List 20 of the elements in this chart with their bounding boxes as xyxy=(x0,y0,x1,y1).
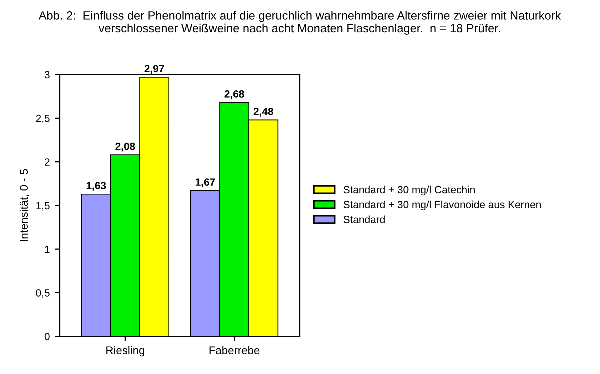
legend-label: Standard + 30 mg/l Flavonoide aus Kernen xyxy=(344,200,541,211)
y-tick-label: 1 xyxy=(45,246,50,254)
y-tick-label: 2 xyxy=(45,158,50,166)
y-tick-label: 0 xyxy=(44,333,50,340)
x-tick-label: Faberrebe xyxy=(210,346,260,354)
data-label: 1,63 xyxy=(86,182,106,192)
data-label: 2,68 xyxy=(224,90,244,100)
y-tick-label: 2,5 xyxy=(36,114,50,124)
data-label: 1,67 xyxy=(196,178,216,188)
legend-label: Standard + 30 mg/l Catechin xyxy=(344,186,475,196)
y-tick-label: 0,5 xyxy=(36,289,50,298)
data-label: 2,48 xyxy=(254,108,274,117)
data-label: 2,97 xyxy=(144,65,164,74)
chart-title: Abb. 2: Einfluss der Phenolmatrix auf die geruchlich wahrnehmbare Altersfirne zweier mit Naturkork verschlossener Weißweine nach acht Monaten Flaschenlager. n = 18 Prüfer. xyxy=(38,11,562,35)
y-axis-title: Intensität, 0 - 5 xyxy=(20,169,30,242)
legend-label: Standard xyxy=(344,216,385,224)
x-tick-label: Riesling xyxy=(106,346,144,357)
y-tick-label: 1,5 xyxy=(36,202,50,211)
data-label: 2,08 xyxy=(116,142,136,152)
y-tick-label: 3 xyxy=(44,71,50,79)
